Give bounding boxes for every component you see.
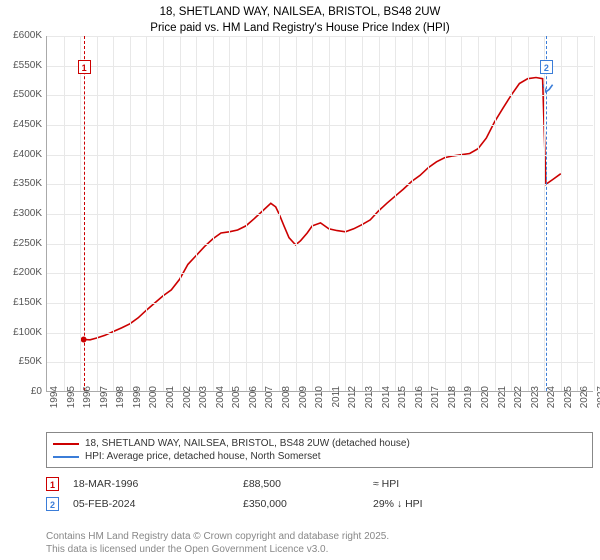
- legend-label: HPI: Average price, detached house, Nort…: [85, 451, 321, 462]
- y-tick-label: £450K: [0, 119, 42, 130]
- x-tick-label: 2020: [480, 386, 491, 426]
- x-tick-label: 2019: [463, 386, 474, 426]
- y-tick-label: £600K: [0, 30, 42, 41]
- x-tick-label: 2012: [347, 386, 358, 426]
- annotation-date: 18-MAR-1996: [73, 478, 243, 490]
- annotation-delta: ≈ HPI: [373, 478, 399, 490]
- plot-area: 12: [46, 36, 593, 392]
- x-tick-label: 2018: [447, 386, 458, 426]
- legend: 18, SHETLAND WAY, NAILSEA, BRISTOL, BS48…: [46, 432, 593, 468]
- y-tick-label: £0: [0, 386, 42, 397]
- annotation-price: £88,500: [243, 478, 373, 490]
- x-tick-label: 1994: [49, 386, 60, 426]
- x-tick-label: 2011: [331, 386, 342, 426]
- annotation-date: 05-FEB-2024: [73, 498, 243, 510]
- x-tick-label: 2026: [579, 386, 590, 426]
- marker-badge: 2: [46, 497, 59, 511]
- annotation-table: 1 18-MAR-1996 £88,500 ≈ HPI 2 05-FEB-202…: [46, 474, 593, 514]
- x-tick-label: 2015: [397, 386, 408, 426]
- y-tick-label: £400K: [0, 149, 42, 160]
- y-tick-label: £50K: [0, 356, 42, 367]
- chart-title-line2: Price paid vs. HM Land Registry's House …: [0, 20, 600, 36]
- x-tick-label: 1999: [132, 386, 143, 426]
- x-tick-label: 1995: [66, 386, 77, 426]
- x-tick-label: 2024: [546, 386, 557, 426]
- y-tick-label: £550K: [0, 60, 42, 71]
- y-tick-label: £100K: [0, 327, 42, 338]
- annotation-row: 2 05-FEB-2024 £350,000 29% ↓ HPI: [46, 494, 593, 514]
- legend-item: 18, SHETLAND WAY, NAILSEA, BRISTOL, BS48…: [53, 437, 586, 450]
- chart-title-line1: 18, SHETLAND WAY, NAILSEA, BRISTOL, BS48…: [0, 4, 600, 20]
- chart-title-block: 18, SHETLAND WAY, NAILSEA, BRISTOL, BS48…: [0, 0, 600, 36]
- y-tick-label: £150K: [0, 297, 42, 308]
- x-tick-label: 2008: [281, 386, 292, 426]
- x-tick-label: 2027: [596, 386, 600, 426]
- x-tick-label: 2010: [314, 386, 325, 426]
- x-tick-label: 2022: [513, 386, 524, 426]
- annotation-price: £350,000: [243, 498, 373, 510]
- x-tick-label: 2023: [530, 386, 541, 426]
- legend-swatch: [53, 456, 79, 458]
- x-tick-label: 1997: [99, 386, 110, 426]
- x-tick-label: 2000: [148, 386, 159, 426]
- y-tick-label: £500K: [0, 89, 42, 100]
- x-tick-label: 2017: [430, 386, 441, 426]
- legend-swatch: [53, 443, 79, 445]
- x-tick-label: 2014: [381, 386, 392, 426]
- series-property_price: [84, 78, 561, 340]
- footer-line1: Contains HM Land Registry data © Crown c…: [46, 530, 389, 543]
- x-tick-label: 1998: [115, 386, 126, 426]
- marker-badge: 2: [540, 60, 553, 74]
- y-tick-label: £200K: [0, 267, 42, 278]
- x-tick-label: 2006: [248, 386, 259, 426]
- x-tick-label: 2025: [563, 386, 574, 426]
- annotation-row: 1 18-MAR-1996 £88,500 ≈ HPI: [46, 474, 593, 494]
- annotation-delta: 29% ↓ HPI: [373, 498, 423, 510]
- marker-badge: 1: [78, 60, 91, 74]
- footer-attribution: Contains HM Land Registry data © Crown c…: [46, 530, 389, 556]
- x-tick-label: 2007: [264, 386, 275, 426]
- legend-label: 18, SHETLAND WAY, NAILSEA, BRISTOL, BS48…: [85, 438, 410, 449]
- y-tick-label: £300K: [0, 208, 42, 219]
- x-tick-label: 2009: [298, 386, 309, 426]
- footer-line2: This data is licensed under the Open Gov…: [46, 543, 389, 556]
- x-tick-label: 2001: [165, 386, 176, 426]
- chart-area: £0 £50K £100K £150K £200K £250K £300K £350K £400…: [0, 36, 600, 426]
- x-tick-label: 2005: [231, 386, 242, 426]
- x-tick-label: 2002: [182, 386, 193, 426]
- x-tick-label: 2004: [215, 386, 226, 426]
- y-tick-label: £250K: [0, 238, 42, 249]
- x-tick-label: 2003: [198, 386, 209, 426]
- marker-badge: 1: [46, 477, 59, 491]
- x-tick-label: 2016: [414, 386, 425, 426]
- x-tick-label: 2013: [364, 386, 375, 426]
- legend-item: HPI: Average price, detached house, Nort…: [53, 450, 586, 463]
- x-tick-label: 2021: [497, 386, 508, 426]
- y-tick-label: £350K: [0, 178, 42, 189]
- x-tick-label: 1996: [82, 386, 93, 426]
